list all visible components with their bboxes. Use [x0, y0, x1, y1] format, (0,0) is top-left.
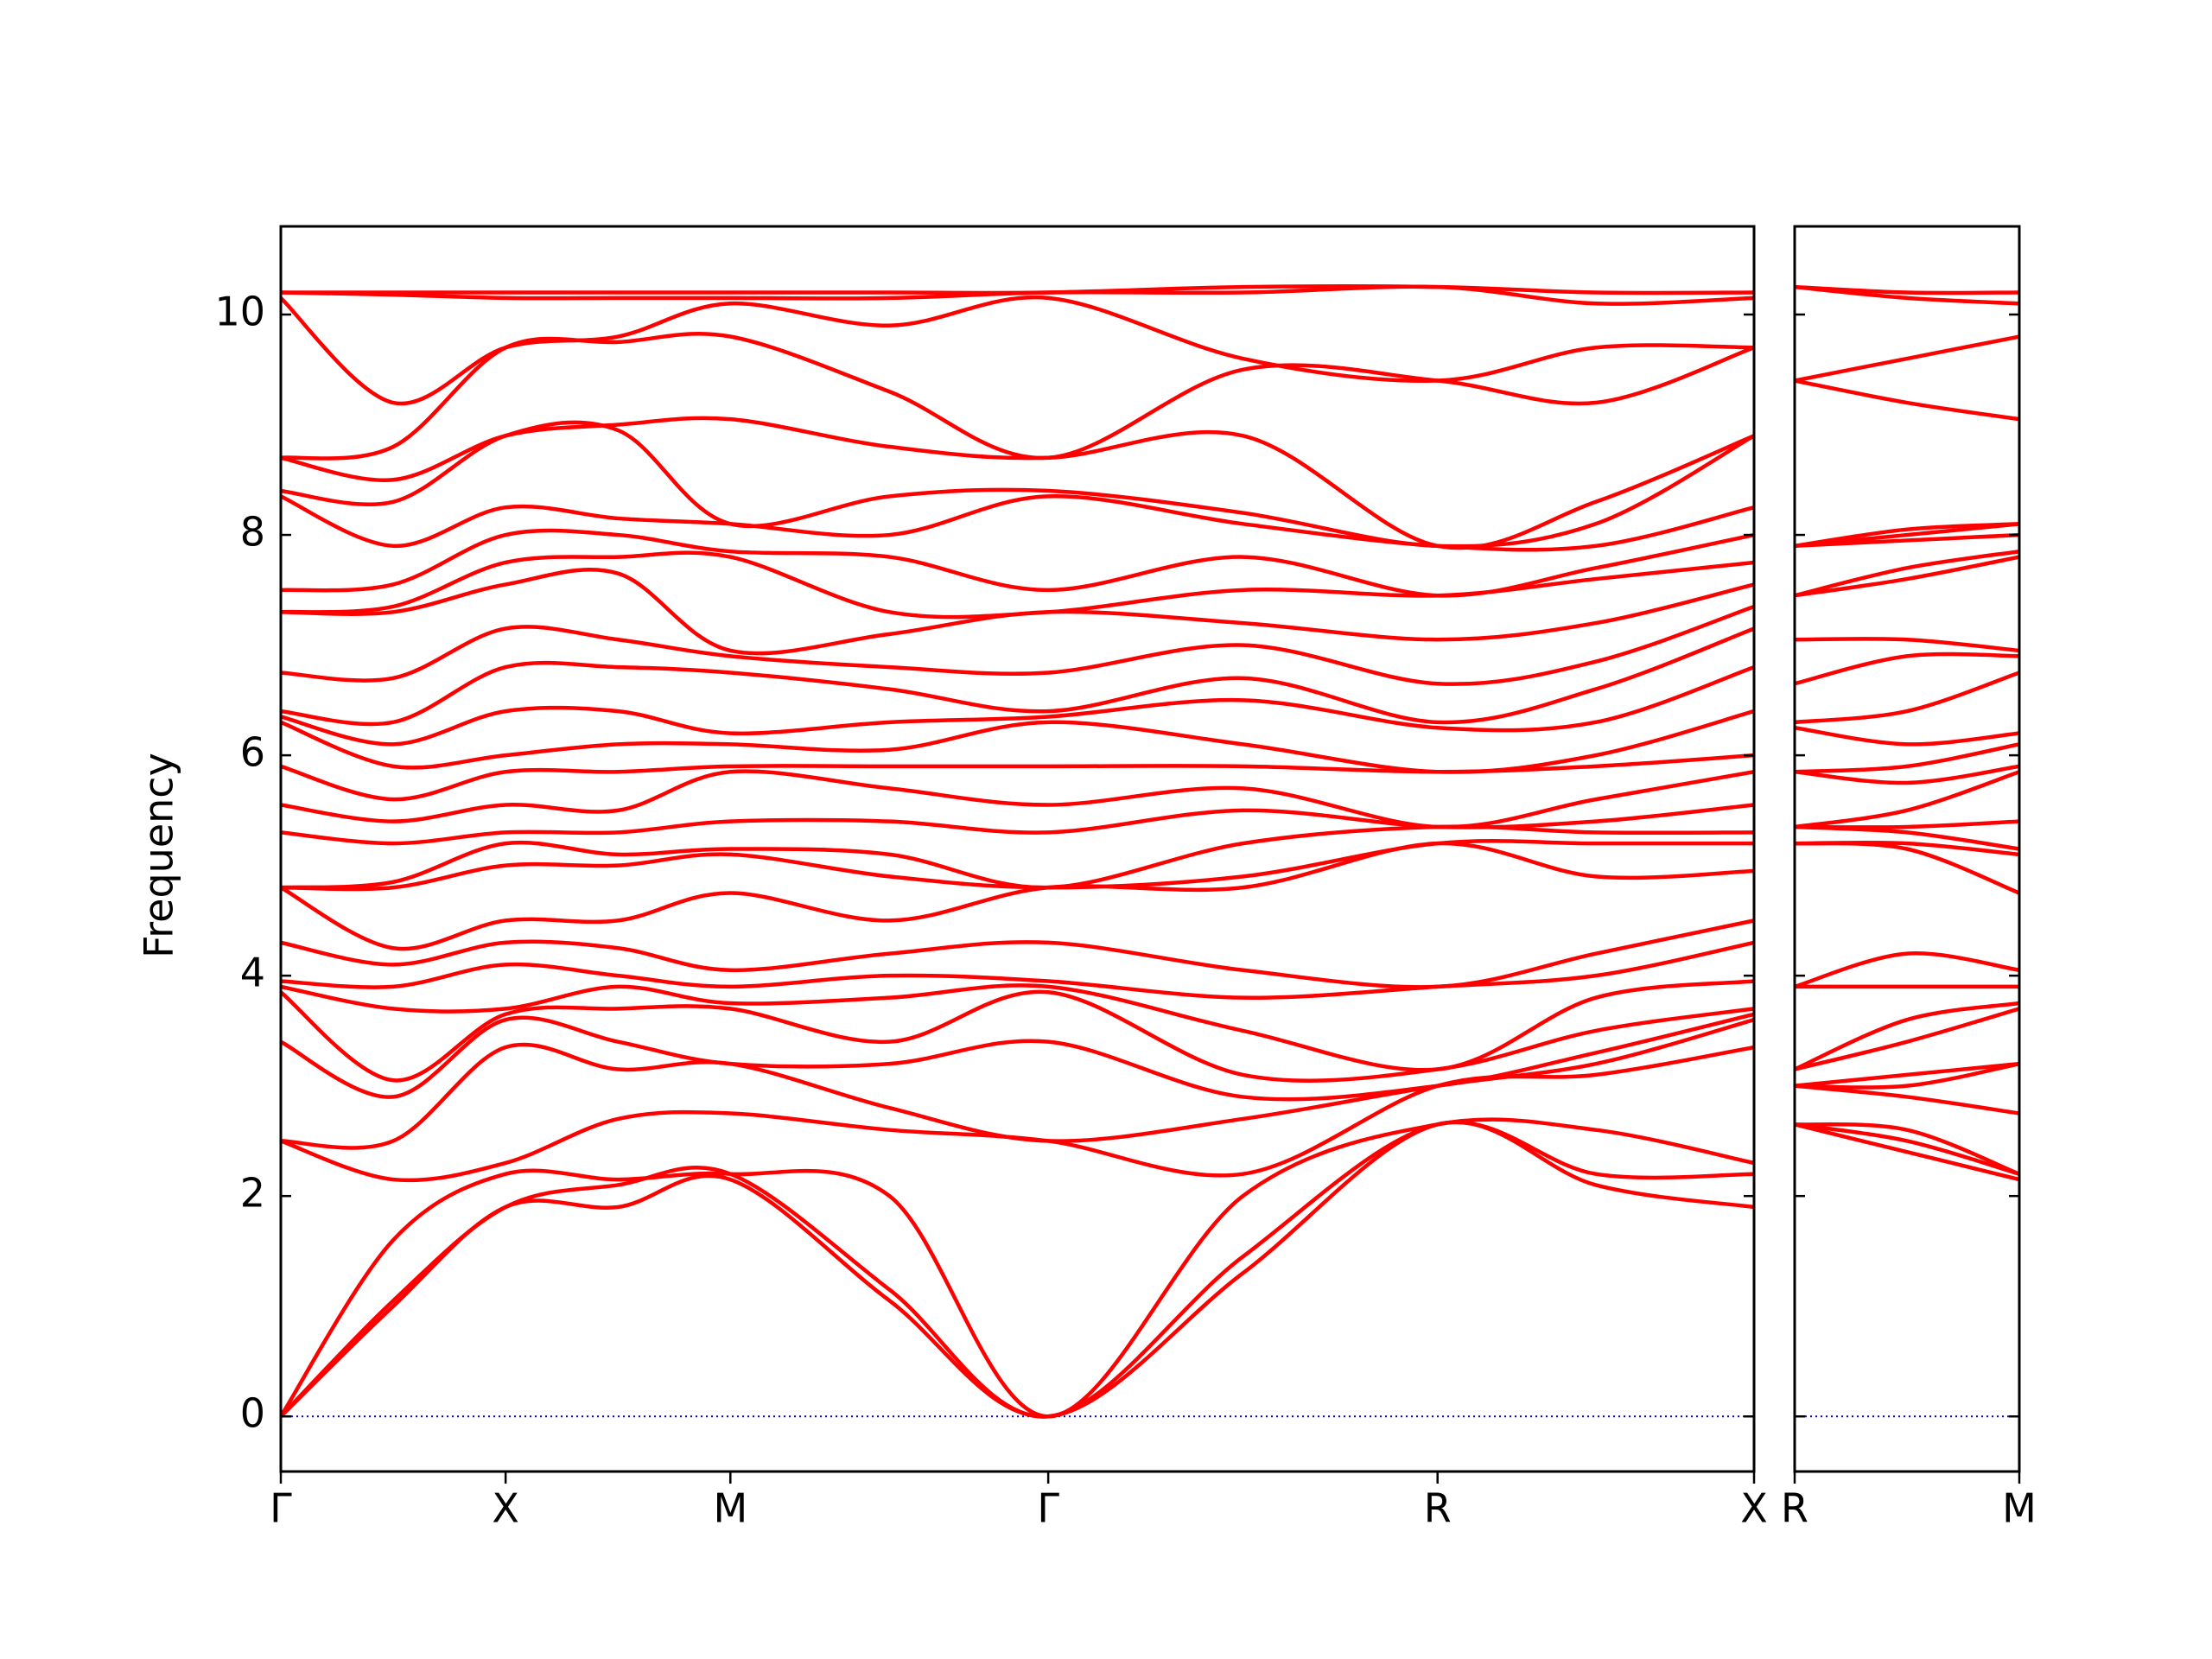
band-line [281, 626, 1754, 727]
band-line [281, 664, 1754, 747]
x-tick-label: Γ [270, 1485, 292, 1532]
x-tick-label: R [1781, 1485, 1808, 1532]
band-line [1795, 819, 2019, 830]
y-axis-label: Frequency [136, 753, 182, 958]
band-line [281, 331, 1754, 461]
band-line [281, 284, 1754, 296]
band-line [281, 284, 1754, 306]
band-line [1795, 742, 2019, 774]
x-tick-label: M [2002, 1485, 2037, 1532]
plot-frame [279, 225, 1756, 1473]
x-tick-label: Γ [1037, 1485, 1059, 1532]
plot-area [1795, 284, 2019, 1418]
band-line [281, 841, 1754, 951]
plot-area [281, 284, 1754, 1419]
band-line [1795, 951, 2019, 989]
y-tick-label: 0 [240, 1390, 265, 1437]
band-line [1795, 1122, 2019, 1176]
y-tick-label: 2 [240, 1170, 265, 1217]
band-line [281, 416, 1754, 550]
band-line [1795, 1007, 2019, 1071]
band-line [1795, 1061, 2019, 1088]
band-line [281, 940, 1754, 1000]
band-line [1795, 1061, 2019, 1090]
band-line [281, 918, 1754, 989]
band-line [1795, 555, 2019, 598]
plot-frame [1793, 225, 2021, 1473]
band-line [281, 568, 1754, 656]
band-line [281, 1120, 1754, 1419]
band-line [281, 295, 1754, 406]
y-tick-label: 6 [240, 729, 265, 776]
x-tick-label: X [492, 1485, 519, 1532]
band-line [281, 709, 1754, 774]
x-tick-label: X [1740, 1485, 1768, 1532]
band-line [281, 824, 1754, 890]
x-tick-label: R [1424, 1485, 1452, 1532]
band-line [1795, 652, 2019, 686]
band-line [281, 1017, 1754, 1150]
band-line [281, 1120, 1754, 1419]
x-tick-label: M [713, 1485, 747, 1532]
band-line [1795, 726, 2019, 747]
band-line [281, 528, 1754, 598]
band-line [1795, 840, 2019, 857]
band-line [1795, 378, 2019, 422]
band-line [1795, 637, 2019, 653]
band-line [281, 989, 1754, 1083]
band-line [1795, 1084, 2019, 1116]
band-line [1795, 549, 2019, 598]
band-line [1795, 770, 2019, 830]
band-line [281, 1012, 1754, 1102]
y-tick-label: 4 [240, 950, 265, 996]
band-line [1795, 824, 2019, 851]
band-line [281, 839, 1754, 892]
band-line [281, 1117, 1754, 1419]
y-tick-label: 10 [214, 289, 265, 335]
band-line [281, 769, 1754, 830]
band-line [1795, 522, 2019, 549]
band-line [281, 494, 1754, 552]
band-line [281, 604, 1754, 686]
band-line [281, 979, 1754, 1072]
y-tick-label: 8 [240, 509, 265, 556]
band-line [1795, 284, 2019, 296]
band-line [1795, 1122, 2019, 1182]
band-line [1795, 764, 2019, 785]
band-line [1795, 334, 2019, 383]
band-line [281, 803, 1754, 846]
band-line [1795, 671, 2019, 725]
band-line [281, 753, 1754, 802]
band-line [1795, 1001, 2019, 1071]
band-line [1795, 1122, 2019, 1176]
